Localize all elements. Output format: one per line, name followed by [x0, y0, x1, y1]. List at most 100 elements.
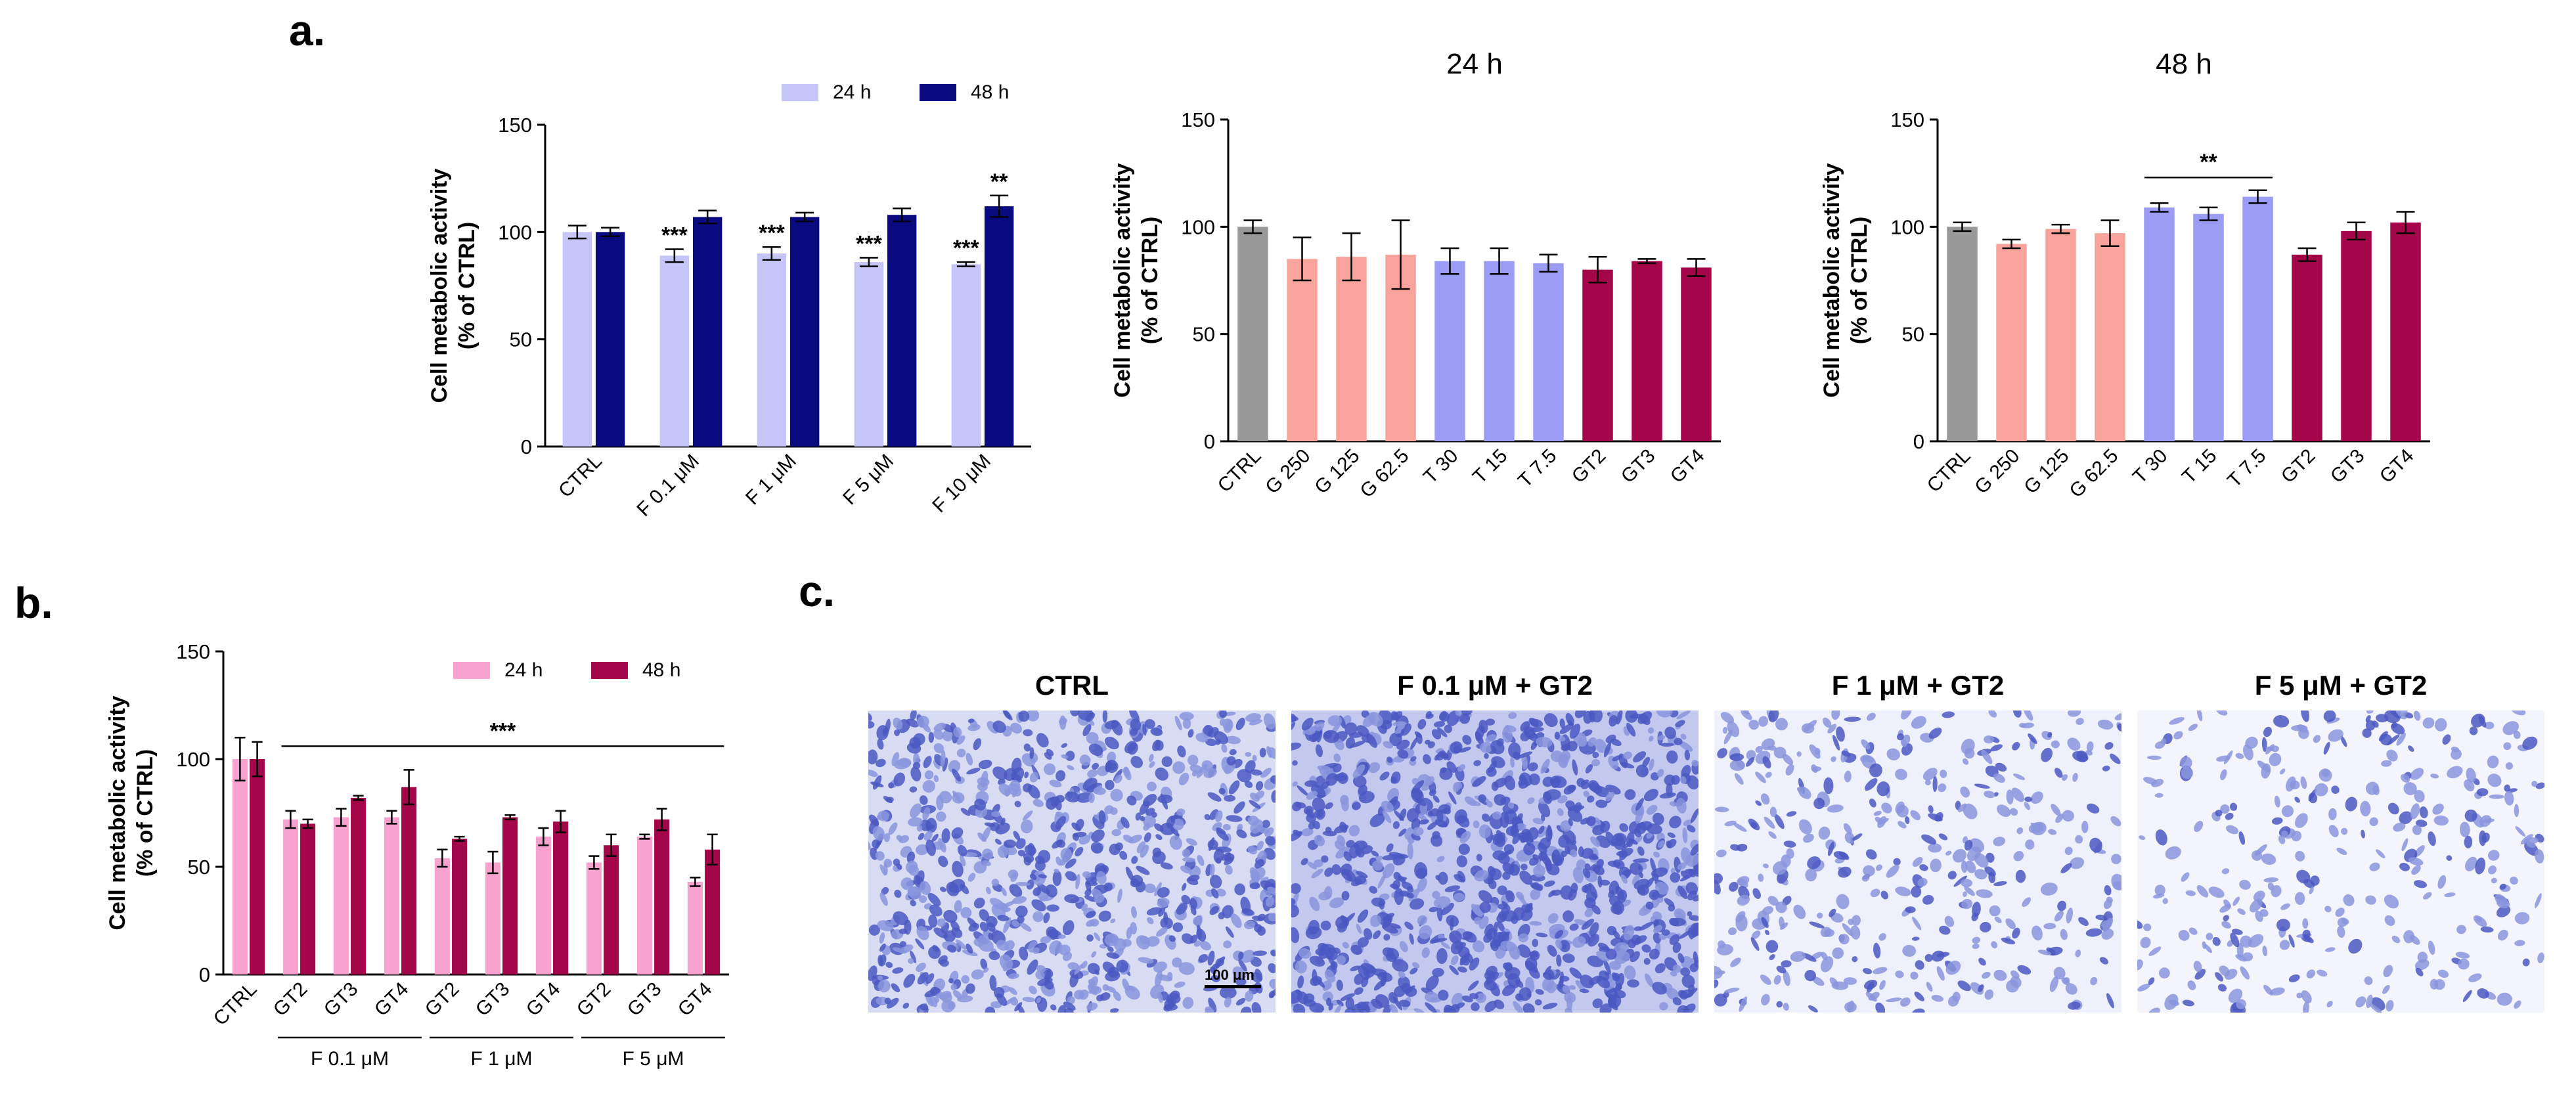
- cell-mark: [2085, 928, 2102, 937]
- cell-mark: [1427, 821, 1438, 831]
- cell-mark: [1093, 787, 1106, 795]
- cell-mark: [1505, 890, 1515, 903]
- cell-mark: [2396, 711, 2408, 717]
- cell-mark: [1963, 891, 1967, 898]
- cell-mark: [1336, 955, 1346, 965]
- cell-mark: [1292, 760, 1298, 766]
- cell-mark: [1086, 911, 1096, 919]
- cell-mark: [1268, 990, 1276, 999]
- cell-mark: [2496, 905, 2511, 917]
- cell-mark: [1241, 908, 1254, 916]
- cell-mark: [1538, 825, 1545, 835]
- cell-mark: [2013, 850, 2024, 862]
- cell-mark: [2391, 935, 2401, 944]
- cell-mark: [1062, 920, 1075, 936]
- cell-mark: [957, 996, 973, 1003]
- cell-mark: [1919, 864, 1928, 871]
- cell-mark: [877, 979, 891, 993]
- cell-mark: [2317, 969, 2328, 977]
- cell-mark: [2216, 711, 2228, 716]
- cell-mark: [1566, 741, 1578, 752]
- cell-mark: [1922, 894, 1934, 905]
- cell-mark: [1518, 933, 1529, 942]
- cell-mark: [1928, 727, 1942, 739]
- cell-mark: [2413, 711, 2421, 721]
- cell-mark: [1417, 915, 1427, 925]
- cell-mark: [1737, 843, 1748, 852]
- cell-mark: [1369, 813, 1385, 827]
- cell-mark: [1578, 737, 1588, 747]
- cell-mark: [1635, 764, 1649, 777]
- cell-mark: [1865, 992, 1877, 1002]
- chart-a1-category-label: F 1 μM: [742, 450, 801, 510]
- cell-mark: [1432, 890, 1440, 899]
- cell-mark: [989, 974, 997, 992]
- cell-mark: [1081, 904, 1088, 911]
- cell-mark: [1070, 711, 1080, 716]
- cell-mark: [1104, 720, 1119, 730]
- cell-mark: [920, 1003, 929, 1011]
- cell-mark: [1291, 898, 1296, 906]
- cell-mark: [2535, 849, 2544, 864]
- cell-mark: [1055, 839, 1066, 848]
- cell-mark: [1590, 836, 1601, 847]
- cell-mark: [1588, 711, 1595, 723]
- cell-mark: [1235, 977, 1247, 986]
- cell-mark: [1679, 967, 1691, 976]
- cell-mark: [1075, 819, 1084, 831]
- cell-mark: [1311, 869, 1323, 879]
- cell-mark: [1496, 931, 1510, 944]
- cell-mark: [1251, 1002, 1262, 1013]
- cell-mark: [1295, 960, 1307, 974]
- cell-mark: [1917, 877, 1928, 887]
- cell-mark: [950, 920, 960, 932]
- cell-mark: [1991, 941, 1998, 949]
- cell-mark: [2173, 731, 2183, 740]
- cell-mark: [1254, 924, 1262, 932]
- cell-mark: [1560, 885, 1573, 900]
- chart-a1-ytick-label: 150: [498, 114, 532, 137]
- cell-mark: [1216, 827, 1226, 835]
- cell-mark: [2054, 911, 2064, 922]
- cell-mark: [1315, 977, 1325, 988]
- scale-bar-label: 100 μm: [1205, 967, 1255, 983]
- cell-mark: [1455, 711, 1464, 716]
- cell-mark: [1084, 895, 1097, 902]
- cell-mark: [1063, 1001, 1076, 1011]
- cell-mark: [1309, 896, 1320, 911]
- cell-mark: [1315, 744, 1323, 758]
- cell-mark: [913, 733, 925, 746]
- chart-a3-bar: [2193, 213, 2224, 441]
- cell-mark: [1589, 922, 1599, 936]
- cell-mark: [1080, 961, 1088, 969]
- cell-mark: [1436, 810, 1444, 822]
- cell-mark: [1306, 814, 1316, 823]
- cell-mark: [1205, 738, 1217, 747]
- cell-mark: [868, 924, 880, 936]
- chart-b-category-label: GT4: [674, 978, 717, 1021]
- cell-mark: [1714, 965, 1723, 979]
- cell-mark: [1397, 749, 1409, 759]
- cell-mark: [2442, 734, 2451, 745]
- cell-mark: [2510, 876, 2518, 885]
- cell-mark: [1431, 938, 1448, 943]
- chart-b-category-label: GT3: [472, 978, 514, 1021]
- cell-mark: [1390, 771, 1401, 784]
- cell-mark: [1372, 860, 1383, 871]
- cell-mark: [1446, 915, 1459, 927]
- cell-mark: [1513, 907, 1525, 921]
- cell-mark: [2384, 894, 2399, 909]
- cell-mark: [2024, 802, 2031, 810]
- cell-mark: [1463, 931, 1477, 943]
- cell-mark: [2340, 735, 2347, 747]
- cell-mark: [1224, 795, 1235, 802]
- chart-a2-bar: [1632, 261, 1662, 441]
- cell-mark: [1434, 819, 1448, 828]
- cell-mark: [2499, 883, 2506, 890]
- cell-mark: [1643, 789, 1658, 802]
- cell-mark: [1836, 894, 1850, 909]
- cell-mark: [1626, 831, 1635, 848]
- cell-mark: [909, 786, 918, 793]
- cell-mark: [1820, 927, 1832, 938]
- chart-a2-title: 24 h: [1446, 48, 1503, 80]
